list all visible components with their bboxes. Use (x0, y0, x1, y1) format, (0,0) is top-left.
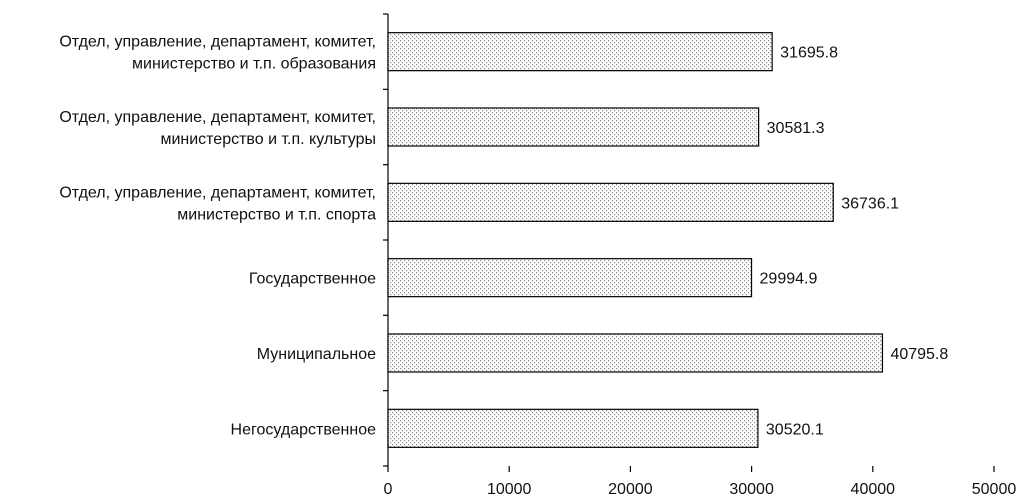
bar (387, 408, 759, 448)
x-tick-label: 30000 (729, 481, 774, 498)
category-label: министерство и т.п. образования (132, 56, 376, 73)
category-label: Отдел, управление, департамент, комитет, (59, 109, 376, 126)
data-label: 36736.1 (841, 195, 899, 212)
x-tick-label: 0 (384, 481, 393, 498)
category-label: Государственное (249, 271, 376, 288)
bars (387, 32, 884, 448)
axes: 0 10000 20000 30000 40000 50000 (383, 13, 1017, 498)
bar (387, 182, 834, 222)
category-label: Негосударственное (231, 421, 377, 438)
x-tick-label: 40000 (851, 481, 896, 498)
category-label: Отдел, управление, департамент, комитет, (59, 184, 376, 201)
x-tick-label: 10000 (487, 481, 532, 498)
category-label: Муниципальное (257, 346, 376, 363)
bar (387, 333, 884, 373)
x-tick-label: 20000 (608, 481, 653, 498)
x-tick-label: 50000 (972, 481, 1017, 498)
bar (387, 107, 760, 147)
data-label: 30520.1 (766, 421, 824, 438)
data-label: 30581.3 (767, 120, 825, 137)
category-label: министерство и т.п. спорта (177, 206, 376, 223)
bar (387, 258, 753, 298)
data-label: 40795.8 (890, 346, 948, 363)
bar (387, 32, 773, 72)
category-label: министерство и т.п. культуры (160, 131, 376, 148)
data-label: 29994.9 (760, 271, 818, 288)
labels: 31695.8 Отдел, управление, департамент, к… (59, 34, 948, 439)
data-label: 31695.8 (780, 45, 838, 62)
category-label: Отдел, управление, департамент, комитет, (59, 34, 376, 51)
